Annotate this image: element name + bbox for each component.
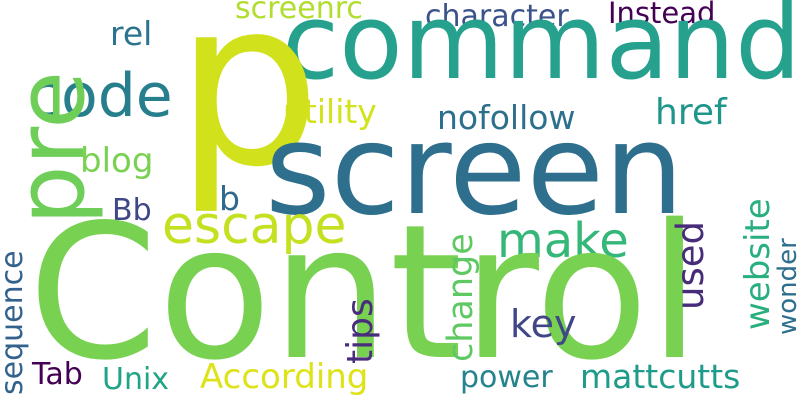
word-power: power bbox=[460, 360, 553, 395]
word-blog: blog bbox=[80, 141, 154, 181]
word-change: change bbox=[441, 233, 481, 362]
word-tab: Tab bbox=[32, 357, 83, 392]
word-wonder: wonder bbox=[773, 238, 800, 335]
word-command: command bbox=[282, 0, 800, 103]
word-used: used bbox=[669, 221, 712, 310]
word-website: website bbox=[738, 198, 778, 330]
word-p: p bbox=[175, 0, 321, 218]
word-nofollow: nofollow bbox=[437, 98, 576, 137]
word-character: character bbox=[425, 0, 569, 34]
word-screen: screen bbox=[265, 96, 684, 243]
word-bb: Bb bbox=[112, 193, 152, 228]
word-href: href bbox=[655, 92, 727, 133]
word-screenrc: screenrc bbox=[235, 0, 363, 26]
word-key: key bbox=[510, 302, 577, 346]
word-unix: Unix bbox=[102, 362, 170, 397]
word-utility: utility bbox=[283, 92, 377, 131]
word-make: make bbox=[497, 213, 629, 269]
word-control: Control bbox=[28, 184, 701, 400]
word-according: According bbox=[200, 357, 369, 397]
word-mattcutts: mattcutts bbox=[580, 357, 741, 396]
word-code: code bbox=[28, 61, 173, 131]
word-pre: pre bbox=[0, 70, 106, 225]
word-sequence: sequence bbox=[0, 250, 30, 395]
word-b: b bbox=[219, 179, 240, 218]
word-escape: escape bbox=[162, 196, 347, 256]
word-rel: rel bbox=[110, 14, 153, 53]
word-tips: tips bbox=[340, 298, 381, 364]
word-instead: Instead bbox=[608, 0, 716, 30]
